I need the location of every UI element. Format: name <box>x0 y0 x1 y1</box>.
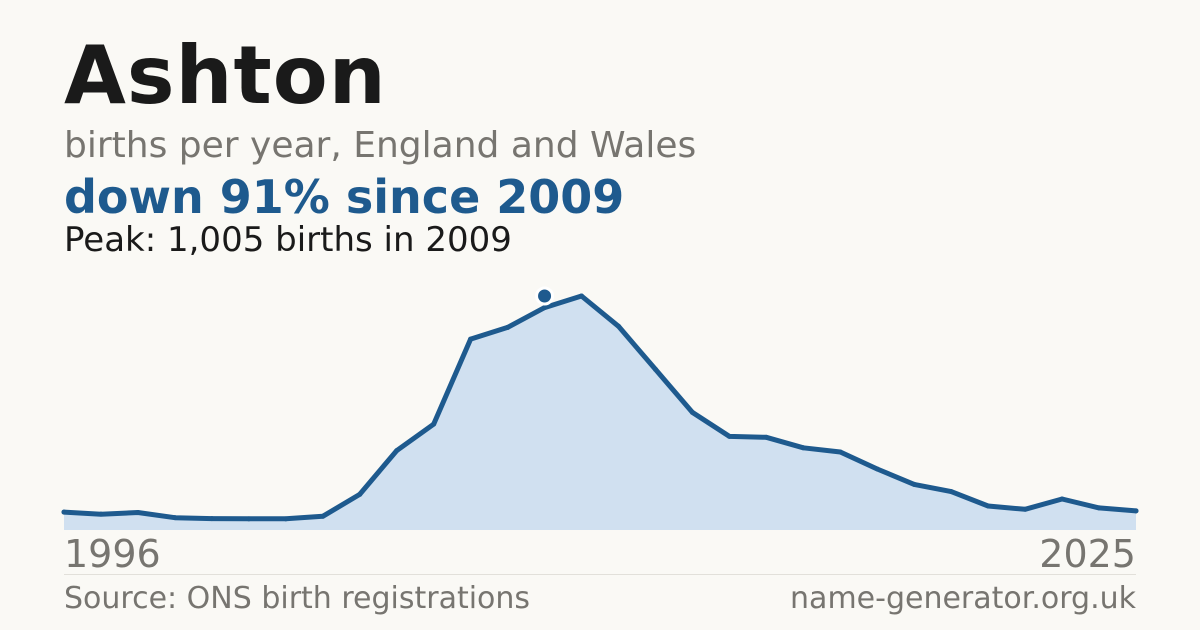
data-point-2006 <box>431 421 437 427</box>
site-credit[interactable]: name-generator.org.uk <box>790 581 1136 616</box>
data-point-1998 <box>135 510 141 516</box>
data-point-2004 <box>357 491 363 497</box>
data-point-2010 <box>579 293 585 299</box>
data-point-2008 <box>505 324 511 330</box>
data-point-2014 <box>726 433 732 439</box>
page-title: Ashton <box>64 29 387 122</box>
data-point-2009 <box>542 305 548 311</box>
data-point-1999 <box>172 515 178 521</box>
source-note: Source: ONS birth registrations <box>64 581 531 616</box>
peak-marker[interactable] <box>535 286 555 306</box>
data-point-2007 <box>468 336 474 342</box>
data-point-1997 <box>98 511 104 517</box>
data-point-2003 <box>320 513 326 519</box>
data-point-2002 <box>283 516 289 522</box>
area-fill <box>64 296 1136 530</box>
data-point-2000 <box>209 516 215 522</box>
data-point-2001 <box>246 516 252 522</box>
data-point-2021 <box>985 503 991 509</box>
x-axis-start-label: 1996 <box>64 532 161 576</box>
data-point-2017 <box>837 449 843 455</box>
data-point-2020 <box>948 489 954 495</box>
trend-headline: down 91% since 2009 <box>64 170 625 224</box>
series-line <box>61 293 1139 522</box>
chart-subtitle: births per year, England and Wales <box>64 125 697 166</box>
data-point-2005 <box>394 448 400 454</box>
data-point-2018 <box>874 466 880 472</box>
data-point-2025 <box>1133 508 1139 514</box>
data-point-2022 <box>1022 506 1028 512</box>
data-point-1996 <box>61 509 67 515</box>
data-point-2012 <box>652 366 658 372</box>
data-point-2024 <box>1096 505 1102 511</box>
data-point-2015 <box>763 434 769 440</box>
data-point-2019 <box>911 481 917 487</box>
data-point-2013 <box>689 409 695 415</box>
data-point-2011 <box>615 323 621 329</box>
footer-divider <box>64 574 1136 575</box>
x-axis-end-label: 2025 <box>1039 532 1136 576</box>
data-point-2016 <box>800 445 806 451</box>
peak-note: Peak: 1,005 births in 2009 <box>64 220 512 260</box>
data-point-2023 <box>1059 496 1065 502</box>
